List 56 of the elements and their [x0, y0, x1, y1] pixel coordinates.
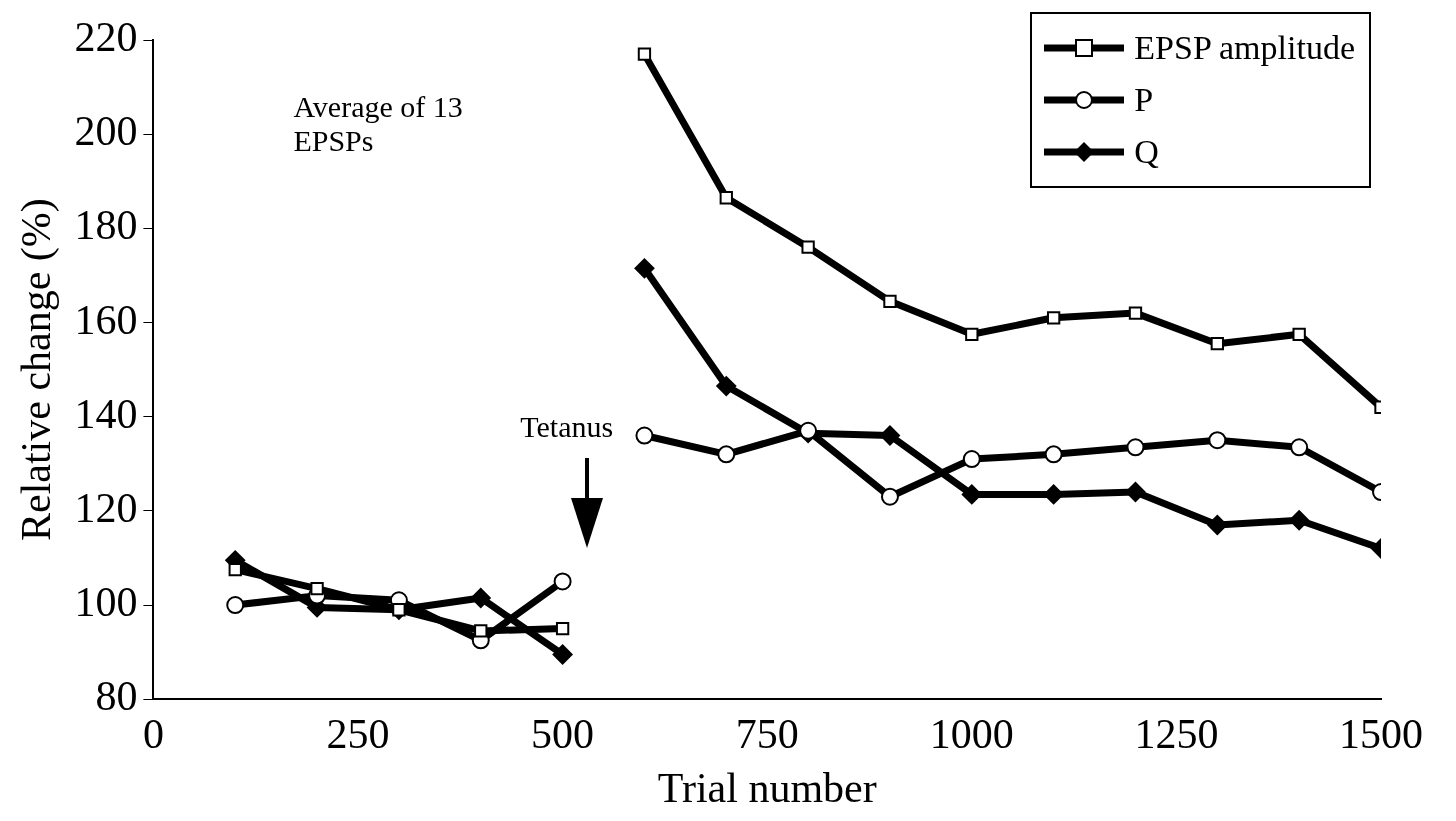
point: [552, 644, 573, 665]
point: [228, 563, 242, 577]
point: [716, 376, 737, 397]
point: [962, 450, 981, 469]
point: [801, 240, 815, 254]
y-tick-label: 200: [74, 108, 138, 155]
legend-label: P: [1134, 81, 1154, 119]
x-axis-title: Trial number: [657, 764, 877, 811]
legend-label: EPSP amplitude: [1134, 29, 1355, 67]
point: [474, 624, 488, 638]
point: [717, 445, 736, 464]
point: [1046, 311, 1061, 325]
point: [883, 294, 897, 308]
annotation: Average of 13 EPSPs: [293, 90, 464, 158]
point: [961, 484, 982, 505]
x-tick-label: 1000: [929, 711, 1014, 758]
point: [1292, 327, 1306, 341]
legend-label: Q: [1134, 133, 1159, 171]
x-tick-label: 1500: [1339, 711, 1423, 758]
x-tick-label: 0: [142, 711, 164, 758]
point: [965, 327, 979, 341]
point: [553, 572, 572, 591]
point: [799, 421, 818, 440]
point: [1208, 431, 1227, 450]
y-tick-label: 80: [95, 673, 138, 720]
point: [470, 587, 491, 608]
point: [1207, 514, 1228, 535]
y-axis-title: Relative change (%): [13, 198, 61, 542]
point: [1125, 482, 1146, 503]
point: [1043, 484, 1064, 505]
x-tick-label: 500: [531, 711, 595, 758]
x-tick-label: 250: [326, 711, 390, 758]
point: [555, 621, 570, 636]
point: [879, 425, 900, 446]
point: [226, 596, 245, 615]
point: [310, 581, 324, 596]
point: [1289, 510, 1310, 531]
annotation: Tetanus: [520, 409, 614, 444]
point: [637, 47, 652, 61]
x-tick-label: 750: [735, 711, 799, 758]
point: [719, 191, 733, 205]
y-tick-label: 160: [74, 296, 138, 343]
point: [634, 258, 655, 279]
point: [635, 426, 654, 445]
point: [1128, 306, 1143, 320]
point: [1210, 337, 1224, 351]
x-tick-label: 1250: [1134, 711, 1219, 758]
y-tick-label: 100: [74, 579, 138, 626]
y-tick-label: 180: [74, 202, 138, 249]
point: [880, 487, 899, 506]
point: [1044, 445, 1063, 464]
y-tick-label: 120: [74, 484, 138, 531]
point: [1126, 438, 1145, 457]
point: [1290, 438, 1309, 457]
y-tick-label: 140: [74, 390, 138, 437]
y-tick-label: 220: [74, 14, 138, 61]
